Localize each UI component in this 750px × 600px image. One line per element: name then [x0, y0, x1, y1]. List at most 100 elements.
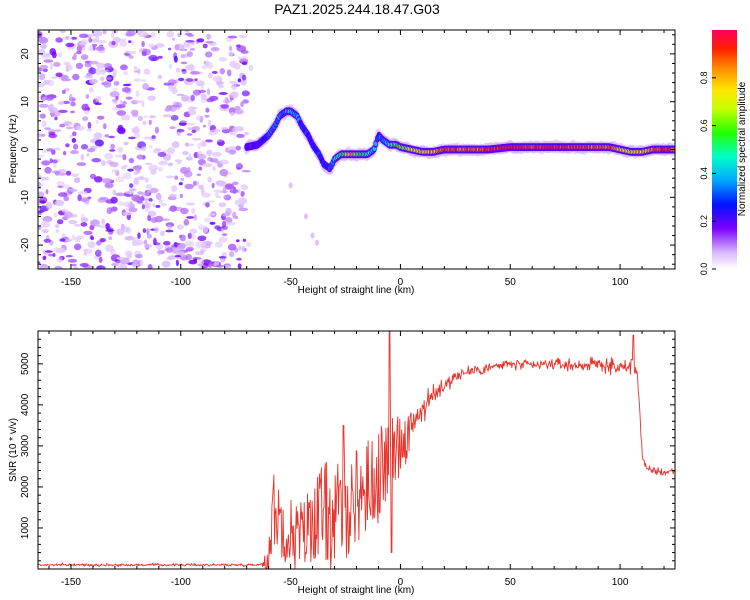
- noise-blob: [63, 195, 69, 202]
- noise-blob: [109, 161, 119, 168]
- noise-blob: [96, 240, 102, 246]
- noise-blob: [219, 168, 229, 177]
- noise-blob: [229, 60, 237, 68]
- noise-blob: [38, 48, 45, 52]
- noise-blob: [223, 195, 229, 199]
- noise-blob: [74, 177, 81, 184]
- noise-blob: [99, 238, 107, 243]
- noise-blob: [46, 96, 54, 101]
- noise-blob: [129, 183, 134, 189]
- noise-blob: [72, 131, 77, 137]
- noise-blob: [122, 211, 133, 216]
- noise-blob: [87, 121, 92, 129]
- noise-blob: [209, 221, 216, 225]
- chart-title: PAZ1.2025.244.18.47.G03: [274, 1, 440, 17]
- noise-blob: [59, 256, 63, 260]
- noise-blob: [237, 203, 244, 209]
- noise-blob: [111, 41, 116, 46]
- noise-blob: [123, 71, 128, 76]
- noise-blob: [234, 200, 239, 205]
- snr-series: [38, 331, 675, 569]
- noise-blob: [166, 30, 175, 38]
- noise-blob: [54, 129, 62, 132]
- noise-blob: [141, 192, 150, 197]
- noise-blob: [202, 124, 206, 128]
- noise-blob: [183, 170, 193, 178]
- noise-blob: [143, 136, 152, 140]
- noise-blob: [202, 43, 208, 49]
- noise-blob: [106, 207, 113, 215]
- noise-blob: [144, 177, 149, 183]
- noise-blob: [76, 51, 82, 55]
- noise-blob: [133, 78, 141, 82]
- noise-blob: [148, 198, 153, 202]
- noise-blob: [148, 54, 158, 62]
- noise-blob: [38, 183, 44, 187]
- noise-blob: [216, 81, 225, 85]
- noise-blob: [148, 164, 159, 172]
- noise-blob: [75, 62, 84, 70]
- noise-blob: [116, 256, 125, 260]
- noise-blob: [154, 126, 159, 134]
- noise-blob: [57, 185, 64, 188]
- noise-blob: [218, 255, 227, 259]
- noise-blob: [224, 183, 235, 190]
- noise-blob: [42, 217, 52, 222]
- noise-blob: [168, 84, 175, 92]
- noise-blob: [186, 216, 195, 219]
- x-tick-label: 100: [612, 277, 629, 288]
- noise-blob: [194, 78, 198, 82]
- noise-blob: [184, 142, 190, 147]
- noise-blob: [207, 176, 212, 183]
- noise-blob: [241, 74, 247, 81]
- noise-blob: [189, 48, 196, 51]
- spectrogram-track: [243, 104, 675, 176]
- noise-blob: [236, 45, 247, 52]
- noise-blob: [241, 170, 252, 173]
- noise-blob: [176, 128, 185, 133]
- noise-blob: [186, 51, 193, 58]
- noise-blob: [69, 93, 73, 101]
- noise-blob: [205, 51, 213, 58]
- y-tick-label: -10: [20, 190, 31, 205]
- noise-blob: [80, 222, 88, 227]
- noise-blob: [168, 63, 173, 69]
- noise-blob: [114, 154, 125, 158]
- noise-blob: [180, 177, 185, 181]
- noise-blob: [204, 139, 213, 143]
- noise-blob: [147, 264, 153, 269]
- noise-blob: [140, 79, 147, 83]
- spectrogram-x-ticks: -150 -100 -50 0 50 100: [48, 30, 665, 288]
- noise-blob: [104, 152, 114, 160]
- noise-blob: [218, 202, 227, 208]
- noise-blob: [121, 101, 127, 105]
- noise-blob: [88, 38, 93, 43]
- noise-blob: [221, 233, 228, 237]
- noise-blob: [152, 203, 156, 207]
- noise-blob: [38, 225, 42, 230]
- noise-blob: [236, 133, 245, 138]
- noise-blob: [241, 61, 248, 66]
- noise-blob: [63, 61, 71, 66]
- noise-blob: [128, 207, 138, 213]
- noise-blob: [117, 124, 124, 131]
- noise-blob: [162, 114, 172, 118]
- noise-blob: [237, 263, 242, 269]
- noise-blob: [142, 120, 147, 126]
- noise-blob: [135, 164, 143, 171]
- noise-blob: [133, 132, 141, 139]
- noise-blob: [232, 127, 239, 133]
- noise-blob: [168, 162, 173, 167]
- track-core: [372, 146, 377, 151]
- noise-blob: [171, 185, 178, 192]
- noise-blob: [89, 225, 95, 231]
- noise-blob: [95, 120, 99, 124]
- noise-blob: [211, 151, 222, 157]
- noise-blob: [175, 259, 179, 267]
- noise-blob: [128, 55, 134, 59]
- noise-blob: [133, 66, 138, 70]
- noise-blob: [206, 98, 215, 103]
- noise-blob: [158, 198, 163, 204]
- noise-blob: [41, 228, 50, 233]
- noise-blob: [53, 163, 57, 168]
